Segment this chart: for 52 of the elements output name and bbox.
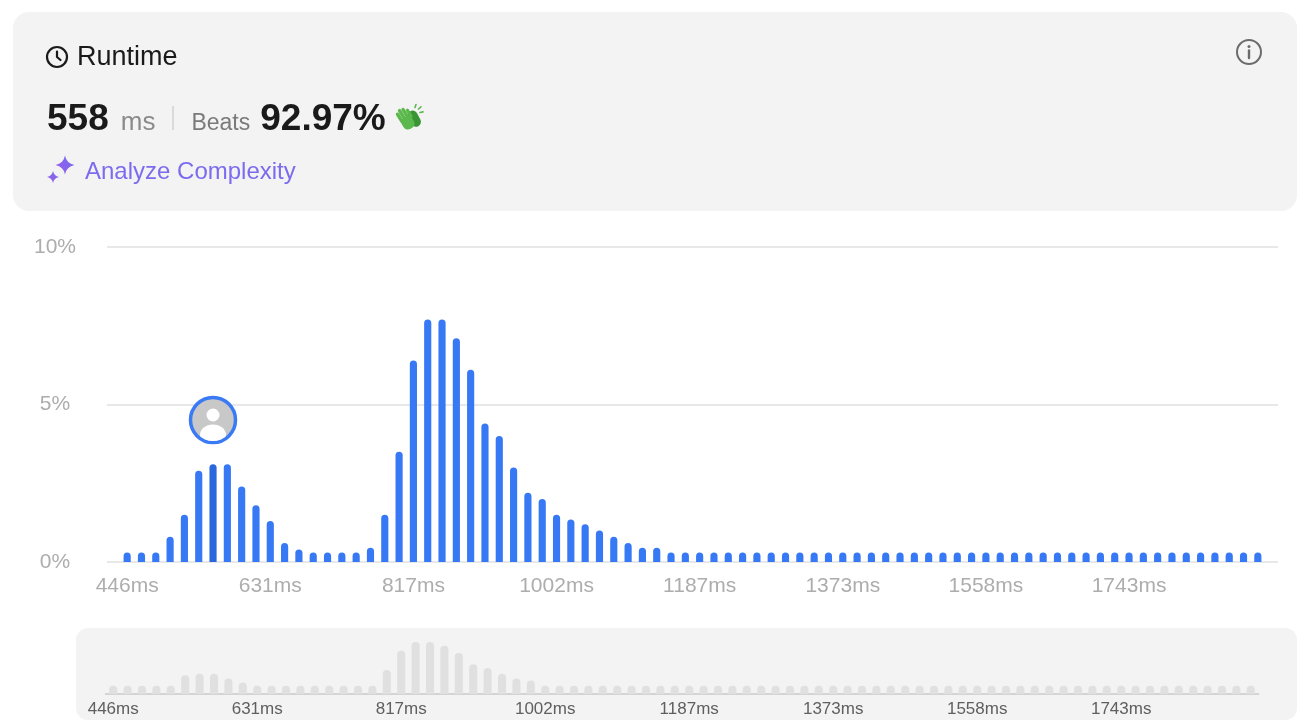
bar — [195, 470, 203, 562]
x-tick-label: 446ms — [95, 573, 159, 597]
x-tick-label: 1373ms — [805, 573, 881, 597]
bar — [481, 423, 489, 562]
bar — [610, 536, 618, 562]
y-tick-label: 5% — [39, 391, 71, 415]
bar — [624, 543, 632, 562]
chart-title: Runtime — [77, 41, 178, 71]
bar — [552, 514, 561, 562]
x-tick-label: 1187ms — [663, 573, 737, 597]
x-tick-label: 446ms — [87, 698, 139, 718]
x-tick-label: 631ms — [238, 573, 302, 597]
bar — [266, 521, 274, 562]
bar — [281, 543, 289, 562]
x-tick-label: 1743ms — [1090, 698, 1152, 718]
x-tick-label: 817ms — [381, 573, 445, 597]
bar — [395, 451, 403, 562]
bar — [209, 464, 217, 562]
bar — [452, 338, 460, 562]
text: Beats — [191, 109, 251, 136]
x-tick-label: 1373ms — [802, 698, 864, 718]
x-tick-label: 1558ms — [946, 698, 1008, 718]
bar — [495, 436, 503, 562]
text: ms — [120, 106, 156, 137]
bar — [381, 514, 389, 562]
y-tick-label: 0% — [39, 548, 71, 572]
text: 92.97% — [260, 97, 386, 138]
bar — [438, 319, 446, 562]
bar — [166, 536, 174, 562]
y-tick-label: 10% — [33, 233, 76, 257]
bar — [409, 360, 417, 562]
bar — [567, 519, 575, 562]
bar — [510, 467, 518, 562]
bar — [467, 369, 475, 562]
bar — [223, 464, 231, 562]
x-tick-label: 1002ms — [514, 698, 576, 718]
x-tick-label: 1002ms — [519, 573, 594, 597]
bar — [424, 319, 432, 562]
bar — [595, 530, 604, 562]
x-tick-label: 1187ms — [659, 698, 719, 718]
text: Analyze Complexity — [85, 157, 296, 185]
x-tick-label: 1558ms — [948, 573, 1024, 597]
x-tick-label: 817ms — [375, 698, 427, 718]
text: 558 — [47, 97, 109, 138]
x-tick-label: 631ms — [231, 698, 283, 718]
bar — [524, 492, 532, 562]
bar — [252, 505, 260, 562]
bar — [180, 514, 188, 562]
bar — [238, 486, 246, 562]
bar — [581, 524, 589, 562]
x-tick-label: 1743ms — [1091, 573, 1167, 597]
bar — [538, 499, 546, 562]
